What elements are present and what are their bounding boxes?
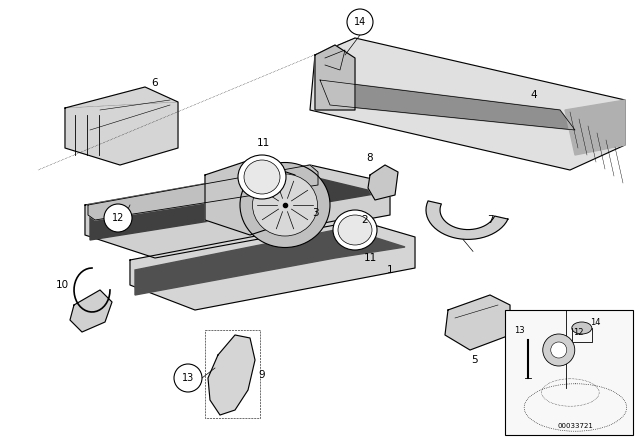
Text: 00033721: 00033721 — [557, 423, 593, 429]
Polygon shape — [320, 80, 575, 130]
Ellipse shape — [244, 160, 280, 194]
Polygon shape — [88, 165, 318, 220]
Ellipse shape — [253, 174, 317, 236]
Text: 1: 1 — [387, 265, 394, 275]
Text: 10: 10 — [56, 280, 68, 290]
Polygon shape — [135, 228, 405, 295]
Text: 12: 12 — [573, 327, 583, 336]
Circle shape — [543, 334, 575, 366]
Polygon shape — [315, 45, 355, 110]
Text: 14: 14 — [590, 318, 600, 327]
Text: 9: 9 — [259, 370, 266, 380]
Text: 2: 2 — [362, 215, 368, 225]
Text: 13: 13 — [514, 326, 525, 335]
Ellipse shape — [338, 215, 372, 245]
Polygon shape — [70, 290, 112, 332]
Text: 3: 3 — [312, 208, 318, 218]
Text: 11: 11 — [257, 138, 269, 148]
Polygon shape — [426, 201, 508, 239]
Text: 13: 13 — [182, 373, 194, 383]
Polygon shape — [368, 165, 398, 200]
Ellipse shape — [238, 155, 286, 199]
Text: 8: 8 — [367, 153, 373, 163]
Polygon shape — [65, 87, 178, 165]
Circle shape — [174, 364, 202, 392]
FancyBboxPatch shape — [505, 310, 633, 435]
Text: 14: 14 — [354, 17, 366, 27]
Text: 6: 6 — [152, 78, 158, 88]
Circle shape — [347, 9, 373, 35]
Polygon shape — [90, 175, 380, 240]
Polygon shape — [208, 335, 255, 415]
Polygon shape — [445, 295, 510, 350]
Circle shape — [551, 342, 567, 358]
Polygon shape — [130, 218, 415, 310]
Text: 12: 12 — [112, 213, 124, 223]
Circle shape — [104, 204, 132, 232]
Ellipse shape — [572, 322, 592, 334]
Text: 11: 11 — [364, 253, 376, 263]
Text: 5: 5 — [472, 355, 478, 365]
Polygon shape — [205, 160, 295, 235]
Polygon shape — [310, 38, 625, 170]
Polygon shape — [565, 100, 625, 155]
Text: 4: 4 — [530, 90, 536, 100]
Polygon shape — [85, 165, 390, 258]
Ellipse shape — [333, 210, 377, 250]
Text: 7: 7 — [486, 215, 493, 225]
Ellipse shape — [240, 163, 330, 247]
